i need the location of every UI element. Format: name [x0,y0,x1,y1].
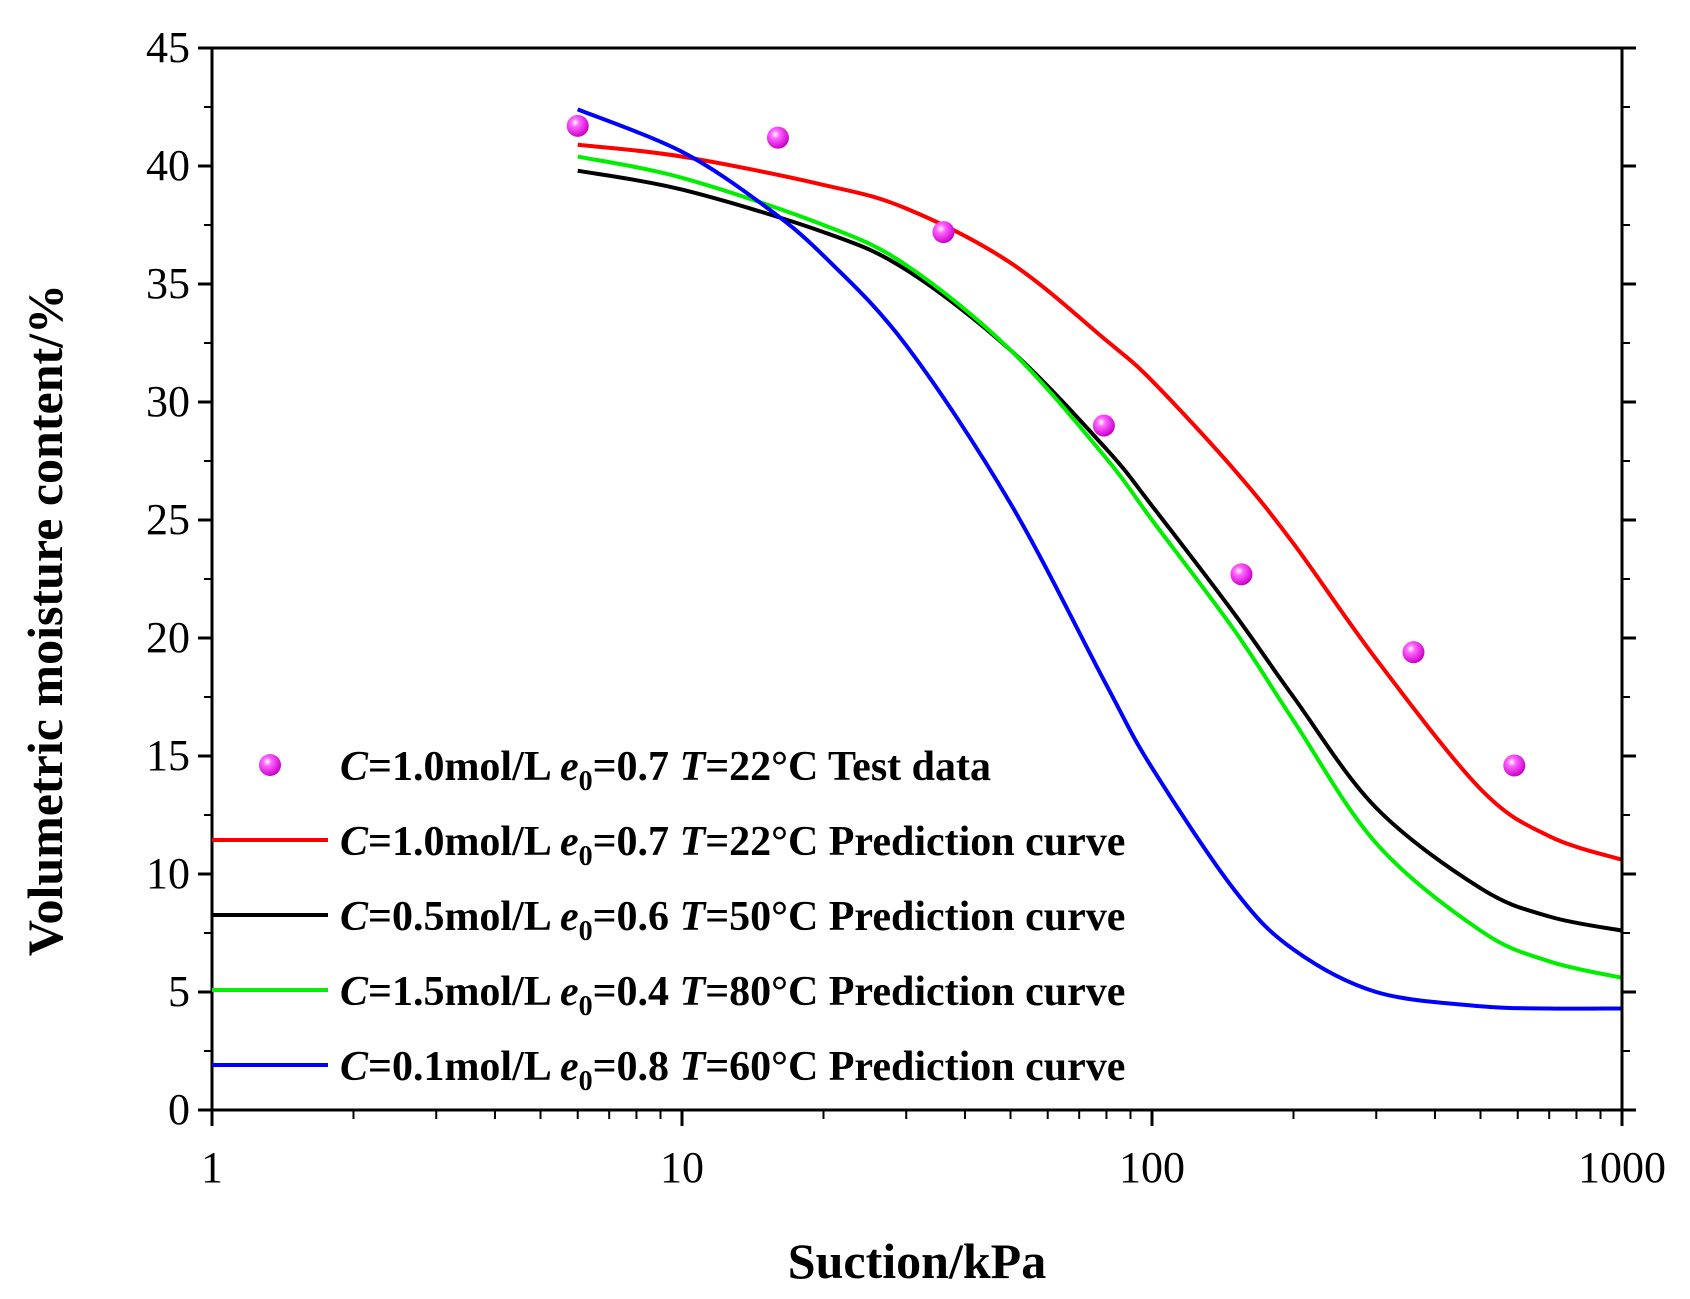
series-line-0 [577,142,1622,862]
y-tick-label: 15 [146,731,190,780]
y-tick-label: 5 [168,967,190,1016]
test-data-points [566,114,1526,777]
y-axis-title: Volumetric moisture content/% [17,284,73,956]
test-data-point [1092,414,1115,437]
x-axis-title: Suction/kPa [788,1233,1046,1289]
legend-label-test-data: C=1.0mol/L e0=0.7 T=22°C Test data [340,744,991,797]
x-tick-label: 100 [1119,1143,1185,1192]
test-data-point [766,126,789,149]
legend-label-series-0: C=1.0mol/L e0=0.7 T=22°C Prediction curv… [340,819,1125,872]
test-data-point [566,114,589,137]
x-tick-label: 1 [201,1143,223,1192]
x-axis-ticks: 1 10 100 1000 [201,1110,1666,1192]
y-tick-label: 35 [146,259,190,308]
legend-item-series-2: C=1.5mol/L e0=0.4 T=80°C Prediction curv… [212,969,1125,1022]
series-line-1 [577,168,1622,933]
test-data-point [1503,754,1526,777]
y-tick-label: 0 [168,1085,190,1134]
legend-item-series-1: C=0.5mol/L e0=0.6 T=50°C Prediction curv… [212,894,1125,947]
legend-item-test-data: C=1.0mol/L e0=0.7 T=22°C Test data [259,744,991,797]
series-line-3 [576,107,1622,1011]
legend-item-series-3: C=0.1mol/L e0=0.8 T=60°C Prediction curv… [212,1044,1125,1097]
y-tick-label: 45 [146,23,190,72]
y-axis-ticks: 0 5 10 15 20 25 30 35 40 45 [146,23,1636,1134]
legend: C=1.0mol/L e0=0.7 T=22°C Test data C=1.0… [212,744,1125,1097]
x-tick-label: 1000 [1578,1143,1666,1192]
legend-label-series-2: C=1.5mol/L e0=0.4 T=80°C Prediction curv… [340,969,1125,1022]
y-tick-label: 40 [146,141,190,190]
test-data-point [1402,641,1425,664]
legend-label-series-1: C=0.5mol/L e0=0.6 T=50°C Prediction curv… [340,894,1125,947]
y-tick-label: 10 [146,849,190,898]
y-tick-label: 30 [146,377,190,426]
y-tick-label: 20 [146,613,190,662]
legend-marker-test-data [259,754,281,776]
plot-frame [210,46,1624,1112]
legend-item-series-0: C=1.0mol/L e0=0.7 T=22°C Prediction curv… [212,819,1125,872]
test-data-point [932,221,955,244]
test-data-point [1230,563,1253,586]
x-tick-label: 10 [660,1143,704,1192]
y-tick-label: 25 [146,495,190,544]
legend-label-series-3: C=0.1mol/L e0=0.8 T=60°C Prediction curv… [340,1044,1125,1097]
series-line-2 [577,154,1622,980]
prediction-curves [576,107,1622,1011]
